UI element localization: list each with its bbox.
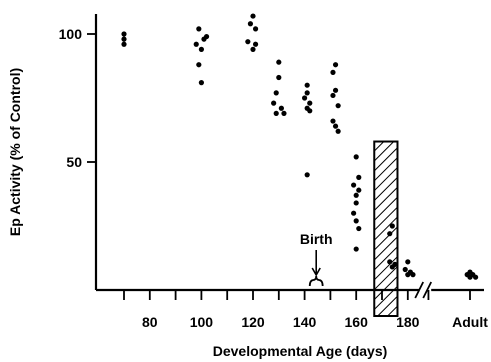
birth-annotation: Birth <box>300 231 333 287</box>
data-point <box>330 69 336 75</box>
data-point <box>250 46 256 52</box>
data-point <box>353 246 359 252</box>
y-axis-title: Ep Activity (% of Control) <box>7 68 23 236</box>
data-point <box>304 82 310 88</box>
x-tick-label: Adult <box>452 314 488 330</box>
data-point <box>247 21 254 27</box>
data-point <box>389 223 395 229</box>
data-point <box>410 272 416 278</box>
x-tick-label: 180 <box>396 314 420 330</box>
birth-arrowhead <box>311 267 321 277</box>
birth-label: Birth <box>300 231 333 247</box>
data-point <box>351 182 357 188</box>
data-point <box>405 272 411 278</box>
data-point <box>193 41 199 47</box>
data-point <box>356 174 362 180</box>
data-point <box>121 36 127 42</box>
data-point <box>252 41 259 47</box>
data-point <box>276 74 282 81</box>
data-point <box>332 62 339 68</box>
data-point <box>335 128 341 134</box>
data-point <box>353 154 359 160</box>
x-tick-label: 120 <box>241 314 265 330</box>
birth-window-hatch <box>373 140 399 317</box>
birth-bracket <box>308 275 324 287</box>
data-point <box>196 62 202 68</box>
data-point <box>281 110 287 116</box>
data-point <box>405 259 411 265</box>
data-point <box>307 108 313 114</box>
data-point <box>389 264 395 270</box>
x-axis-title: Developmental Age (days) <box>213 343 388 359</box>
y-tick-label: 50 <box>66 154 82 170</box>
data-point <box>402 266 408 273</box>
data-point <box>330 92 336 99</box>
y-ticks: 50 100 <box>59 26 96 170</box>
x-tick-label: 140 <box>293 314 317 330</box>
data-point <box>302 95 308 101</box>
data-point <box>121 31 127 37</box>
data-point <box>271 100 277 106</box>
data-point <box>387 259 393 265</box>
data-point <box>353 192 359 198</box>
axis-break-slash <box>422 281 433 299</box>
data-points <box>121 13 479 280</box>
x-tick-label: 100 <box>190 314 214 330</box>
data-point <box>467 274 473 280</box>
data-point <box>121 41 127 47</box>
data-point <box>196 26 202 32</box>
data-point <box>276 59 282 65</box>
data-point <box>332 123 339 129</box>
data-point <box>353 218 359 224</box>
data-point <box>273 110 279 116</box>
data-point <box>198 46 204 52</box>
data-point <box>278 105 284 111</box>
data-point <box>307 100 313 106</box>
data-point <box>273 90 279 96</box>
data-point <box>245 39 251 45</box>
data-point <box>356 225 362 232</box>
data-point <box>252 26 259 32</box>
data-point <box>335 103 341 109</box>
data-point <box>198 80 204 86</box>
data-point <box>351 210 357 216</box>
x-tick-label: 160 <box>345 314 369 330</box>
data-point <box>353 200 359 206</box>
data-point <box>203 33 210 40</box>
x-tick-label: 80 <box>142 314 158 330</box>
data-point <box>250 13 256 19</box>
x-ticks: 80 100 120 140 160 180 Adult <box>123 290 488 330</box>
data-point <box>304 90 310 96</box>
data-point <box>356 187 362 193</box>
axis-break-marks <box>414 281 433 299</box>
data-point <box>332 87 339 93</box>
shaded-region <box>373 140 399 317</box>
data-point <box>304 172 310 178</box>
data-point <box>473 274 479 280</box>
axis-break-slash <box>414 281 425 299</box>
y-tick-label: 100 <box>59 26 83 42</box>
data-point <box>387 231 393 237</box>
data-point <box>330 118 336 124</box>
